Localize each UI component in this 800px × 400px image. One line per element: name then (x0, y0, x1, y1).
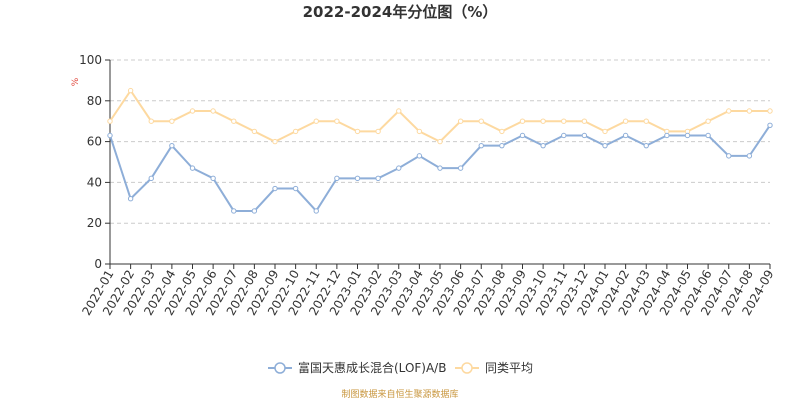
data-point-category-average (746, 108, 753, 114)
chart-title: 2022-2024年分位图（%） (303, 3, 498, 21)
data-point-category-average (622, 118, 629, 124)
data-point-fund (581, 132, 588, 139)
data-point-category-average (581, 118, 588, 124)
y-tick-label: 60 (87, 135, 102, 149)
legend-label-category-average: 同类平均 (485, 361, 533, 375)
data-point-fund (457, 165, 464, 171)
data-point-category-average (354, 128, 361, 135)
data-point-category-average (437, 138, 443, 145)
data-point-fund (272, 185, 278, 192)
data-point-category-average (540, 118, 546, 124)
data-point-category-average (231, 118, 237, 124)
data-point-fund (519, 132, 526, 139)
data-point-fund (127, 196, 134, 202)
data-point-category-average (416, 128, 423, 135)
data-point-category-average (705, 118, 711, 124)
data-point-fund (746, 153, 753, 159)
y-unit-label: % (71, 77, 81, 86)
data-point-fund (292, 185, 299, 192)
data-point-category-average (251, 128, 258, 135)
data-point-fund (148, 175, 154, 182)
data-point-category-average (375, 128, 381, 135)
y-tick-label: 20 (87, 216, 102, 230)
legend[interactable]: 富国天惠成长混合(LOF)A/B 同类平均 (268, 360, 533, 375)
data-point-category-average (313, 118, 319, 124)
data-point-category-average (334, 118, 340, 124)
data-point-fund (396, 165, 402, 171)
data-point-fund (664, 132, 670, 139)
data-point-category-average (602, 128, 608, 135)
data-point-fund (210, 175, 216, 182)
y-tick-label: 80 (87, 94, 102, 108)
legend-marker-fund (274, 362, 286, 374)
data-point-fund (684, 132, 691, 139)
data-point-fund (189, 165, 196, 171)
y-tick-label: 100 (79, 53, 102, 67)
data-point-category-average (169, 118, 175, 124)
data-point-fund (354, 175, 361, 182)
data-point-fund (561, 132, 567, 139)
data-point-fund (478, 142, 484, 149)
data-point-category-average (726, 108, 732, 114)
data-point-category-average (767, 108, 773, 114)
series-line-category-average (109, 88, 770, 143)
data-point-category-average (561, 118, 567, 124)
data-point-category-average (148, 118, 154, 124)
data-point-category-average (189, 108, 196, 114)
data-point-fund (622, 132, 629, 139)
data-point-fund (416, 153, 423, 159)
data-point-fund (499, 142, 505, 149)
data-point-category-average (643, 118, 649, 124)
data-point-fund (540, 142, 546, 149)
data-point-fund (251, 208, 258, 214)
data-point-category-average (292, 128, 299, 135)
data-point-category-average (396, 108, 402, 114)
data-point-fund (375, 175, 381, 182)
data-point-category-average (127, 87, 134, 94)
data-point-fund (602, 142, 608, 149)
data-point-category-average (478, 118, 484, 124)
data-point-fund (767, 122, 773, 128)
data-point-fund (231, 208, 237, 214)
source-note: 制图数据来自恒生聚源数据库 (341, 388, 458, 400)
data-point-fund (169, 142, 175, 149)
axes: 0204060801002022-012022-022022-032022-04… (79, 53, 777, 318)
data-point-fund (643, 142, 649, 149)
data-point-fund (705, 132, 711, 139)
y-tick-label: 40 (87, 175, 102, 189)
data-point-fund (313, 208, 319, 214)
legend-marker-category-average (461, 362, 473, 374)
data-point-category-average (210, 108, 216, 114)
series-layer (107, 87, 773, 214)
data-point-category-average (519, 118, 526, 124)
data-point-fund (107, 132, 113, 139)
data-point-fund (726, 153, 732, 159)
data-point-fund (334, 175, 340, 182)
data-point-category-average (499, 128, 505, 135)
legend-label-fund: 富国天惠成长混合(LOF)A/B (298, 360, 446, 375)
data-point-category-average (457, 118, 464, 124)
data-point-category-average (272, 138, 278, 145)
data-point-fund (437, 165, 443, 171)
data-point-category-average (107, 118, 113, 124)
y-tick-label: 0 (94, 257, 102, 271)
